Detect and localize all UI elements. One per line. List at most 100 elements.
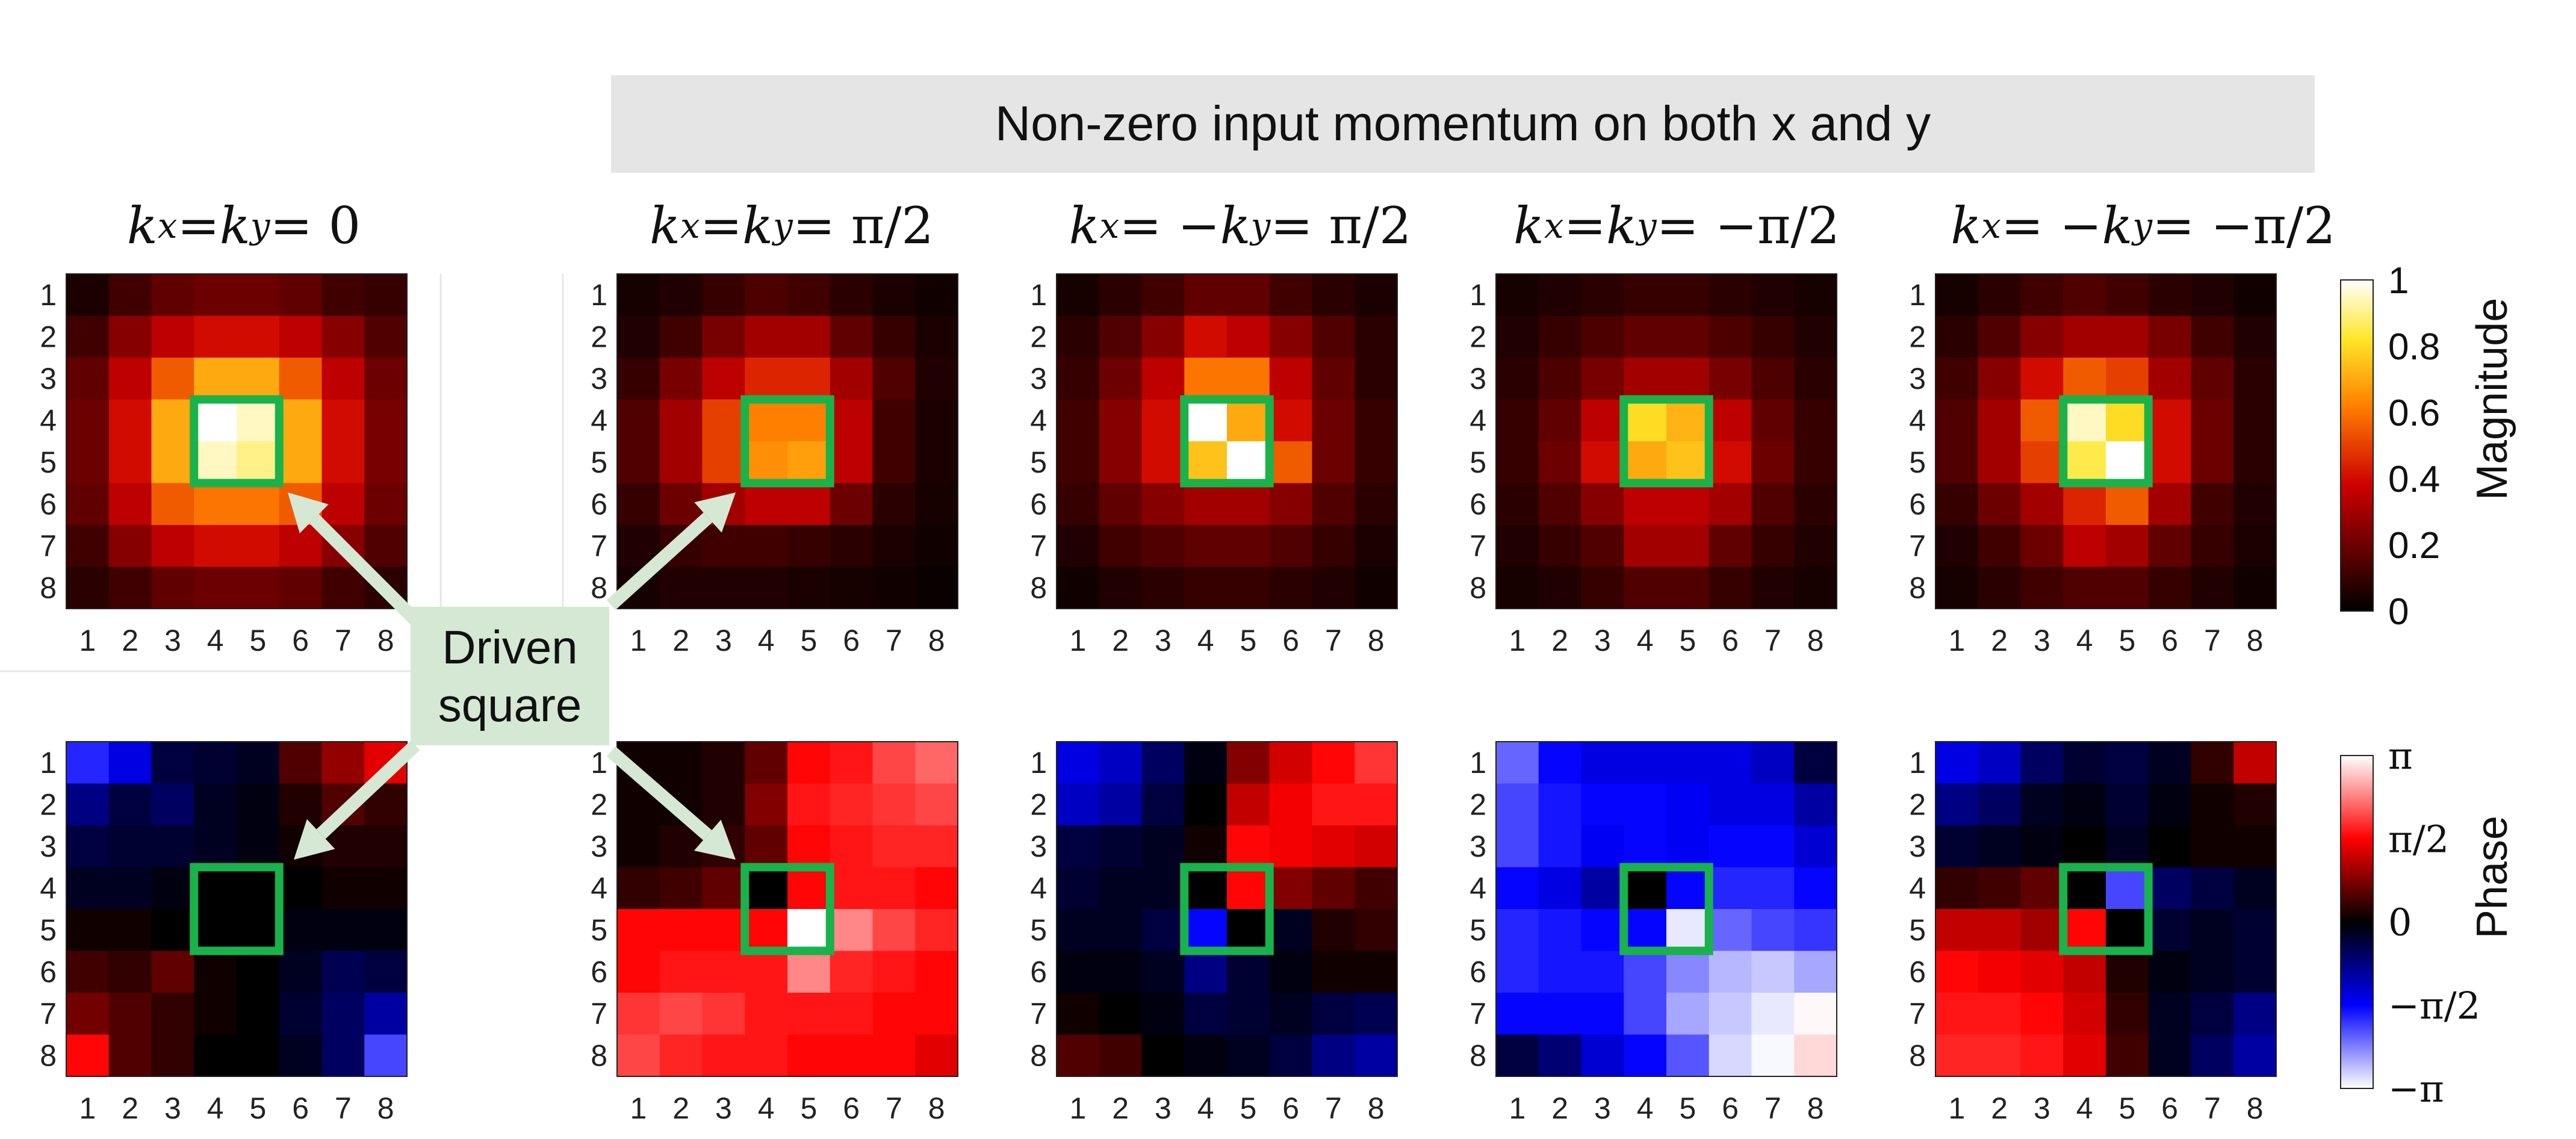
panel-frame [616,273,958,609]
magnitude-cell [872,358,916,400]
magnitude-cell [2063,483,2106,526]
phase-cell [1355,909,1398,952]
phase-cell [194,783,237,826]
magnitude-cell [1935,315,1979,358]
magnitude-cell [2063,566,2106,609]
phase-cell [872,951,916,993]
phase-cell [237,993,280,1035]
phase-cell [659,867,703,910]
phase-cell [1057,825,1100,868]
phase-cell [2233,909,2277,952]
phase-cell [1666,783,1710,826]
x-tick-label: 3 [164,1091,181,1125]
x-tick-label: 2 [1551,624,1568,657]
phase-cell [2148,825,2192,868]
x-tick-label: 1 [1069,1091,1086,1125]
phase-cell [1751,783,1795,826]
x-tick-label: 4 [758,624,775,657]
phase-cell [1794,742,1837,784]
driven-square-marker [1619,863,1713,955]
magnitude-cell [830,358,874,400]
magnitude-cell [237,315,280,358]
magnitude-cell [2233,315,2277,358]
phase-cell [1496,1034,1539,1077]
magnitude-cell [364,483,408,526]
magnitude-cell [1141,274,1185,317]
magnitude-cell [1624,525,1667,568]
magnitude-cell [151,315,194,358]
phase-cell [617,993,660,1035]
magnitude-cell [1141,566,1185,609]
phase-cell [2020,951,2064,993]
phase-cell [1978,951,2022,993]
magnitude-cell [321,274,365,317]
magnitude-cell [1184,399,1227,442]
y-tick-label: 8 [1909,571,1926,604]
phase-cell [237,909,280,952]
y-tick-label: 7 [40,997,57,1031]
phase-cell [1666,909,1710,952]
y-tick-label: 8 [40,1038,57,1072]
magnitude-cell [2191,441,2234,484]
phase-cell [321,909,365,952]
y-tick-label: 5 [591,445,607,479]
x-tick-label: 8 [1807,1091,1824,1125]
phase-colorbar [2340,755,2374,1089]
phase-cell [2020,993,2064,1035]
phase-cell [702,867,745,910]
magnitude-cell [1624,274,1667,317]
phase-cell [1141,742,1185,784]
phase-cell [1751,825,1795,868]
magnitude-cell [1099,441,1143,484]
y-tick-label: 5 [1909,445,1926,479]
y-tick-label: 1 [591,746,607,780]
magnitude-cell [1355,525,1398,568]
driven-square-marker [740,395,834,488]
y-tick-label: 7 [1030,997,1047,1031]
phase-cell [1709,993,1752,1035]
phase-cell [2148,951,2192,993]
phase-cell [1355,1034,1398,1077]
phase-cell [66,783,110,826]
magnitude-cell [745,441,788,484]
x-tick-label: 2 [1991,1091,2008,1125]
phase-cell [745,783,788,826]
magnitude-cell [1935,566,1979,609]
phase-cell [745,993,788,1035]
y-tick-label: 7 [1470,997,1486,1031]
magnitude-cell [1099,483,1143,526]
phase-cell [787,993,831,1035]
magnitude-cell [2148,483,2192,526]
magnitude-cell [872,441,916,484]
y-tick-label: 6 [40,487,57,521]
title-op1: = [1563,196,1606,255]
magnitude-cell [659,399,703,442]
phase-cell [1581,1034,1624,1077]
magnitude-cell [659,441,703,484]
phase-cell [1978,993,2022,1035]
phase-cell [1538,951,1582,993]
x-tick-label: 8 [2247,1091,2264,1125]
phase-cell [2106,825,2149,868]
y-tick-label: 1 [1470,746,1486,780]
x-tick-label: 5 [1679,1091,1696,1125]
magnitude-cell [1666,566,1710,609]
x-tick-label: 4 [1197,1091,1214,1125]
magnitude-cell [872,566,916,609]
magnitude-cell [1184,358,1227,400]
phase-cell [1184,825,1227,868]
phase-cell [2063,783,2106,826]
driven-square-marker [2059,863,2153,955]
magnitude-cell [1355,441,1398,484]
x-tick-label: 3 [1155,624,1172,657]
magnitude-cell [1978,315,2022,358]
phase-cell [321,1034,365,1077]
magnitude-cell [1312,399,1355,442]
phase-cell [617,825,660,868]
phase-cell [1227,993,1270,1035]
